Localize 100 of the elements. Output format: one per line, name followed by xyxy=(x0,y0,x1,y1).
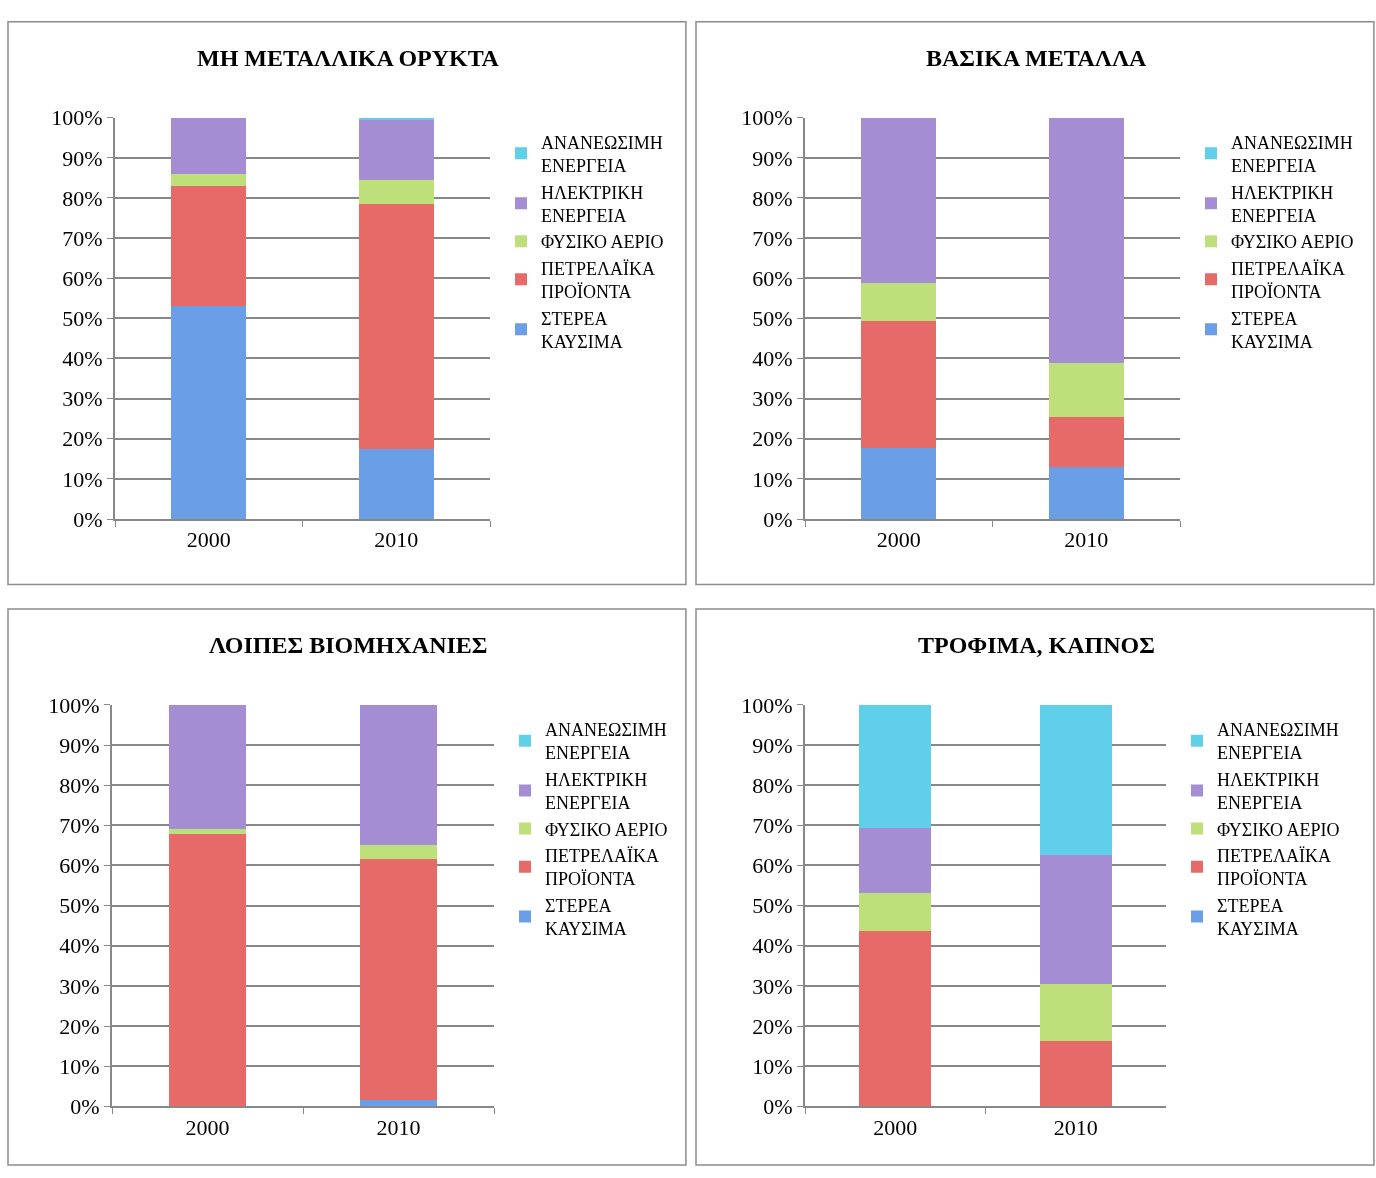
bar xyxy=(861,321,937,448)
y-tick-label: 40% xyxy=(62,346,103,372)
bar xyxy=(358,203,434,449)
legend-label: ΦΥΣΙΚΟ ΑΕΡΙΟ xyxy=(1217,819,1340,840)
bar xyxy=(859,704,932,829)
bar xyxy=(1048,417,1124,468)
y-tick-label: 70% xyxy=(752,225,793,251)
legend-label: ΦΥΣΙΚΟ ΑΕΡΙΟ xyxy=(1231,232,1354,253)
legend-label: ΣΤΕΡΕΑ ΚΑΥΣΙΜΑ xyxy=(541,308,623,352)
y-tick-label: 100% xyxy=(741,692,793,718)
y-tick-label: 60% xyxy=(752,265,793,291)
bar xyxy=(859,892,932,932)
y-tick-label: 10% xyxy=(752,466,793,492)
y-tick-label: 80% xyxy=(752,185,793,211)
y-tick-label: 40% xyxy=(752,346,793,372)
bar xyxy=(358,117,434,120)
chart-title: ΤΡΟΦΙΜΑ, ΚΑΠΝΟΣ xyxy=(918,632,1155,658)
y-tick-label: 20% xyxy=(752,1013,793,1039)
x-tick-label: 2000 xyxy=(185,1114,230,1140)
y-tick-label: 100% xyxy=(741,105,793,131)
bar xyxy=(360,1099,437,1107)
legend-label: ΑΝΑΝΕΩΣΙΜΗ ΕΝΕΡΓΕΙΑ xyxy=(1231,132,1353,177)
y-tick-label: 90% xyxy=(59,732,100,758)
y-tick-label: 70% xyxy=(752,813,793,839)
bar xyxy=(360,845,437,860)
y-tick-label: 10% xyxy=(62,466,103,492)
bar xyxy=(1039,983,1112,1041)
y-tick-label: 100% xyxy=(48,692,100,718)
legend-label: ΑΝΑΝΕΩΣΙΜΗ ΕΝΕΡΓΕΙΑ xyxy=(1217,719,1339,764)
x-tick-label: 2000 xyxy=(876,527,921,553)
x-tick-label: 2010 xyxy=(374,527,419,553)
bar xyxy=(358,179,434,204)
bar xyxy=(859,931,932,1107)
y-tick-label: 20% xyxy=(752,426,793,452)
chart-title: ΛΟΙΠΕΣ ΒΙΟΜΗΧΑΝΙΕΣ xyxy=(209,632,488,658)
legend-label: ΗΛΕΚΤΡΙΚΗ ΕΝΕΡΓΕΙΑ xyxy=(545,769,648,814)
legend-label: ΣΤΕΡΕΑ ΚΑΥΣΙΜΑ xyxy=(545,895,627,940)
x-tick-label: 2010 xyxy=(376,1114,421,1140)
bar xyxy=(861,283,937,322)
bar xyxy=(360,859,437,1100)
y-tick-label: 70% xyxy=(62,225,103,251)
bar xyxy=(861,447,937,520)
legend-label: ΠΕΤΡΕΛΑΪΚΑ ΠΡΟΪΟΝΤΑ xyxy=(541,258,656,303)
bar xyxy=(1039,704,1112,856)
y-tick-label: 80% xyxy=(59,772,100,798)
bar xyxy=(169,828,246,835)
bar xyxy=(358,448,434,520)
bar xyxy=(861,117,937,284)
bar xyxy=(1048,363,1124,418)
legend-label: ΠΕΤΡΕΛΑΪΚΑ ΠΡΟΪΟΝΤΑ xyxy=(1217,845,1332,890)
bar xyxy=(360,704,437,846)
bar xyxy=(171,306,247,520)
y-tick-label: 70% xyxy=(59,813,100,839)
bar xyxy=(169,704,246,829)
y-tick-label: 80% xyxy=(62,185,103,211)
chart-title: ΒΑΣΙΚΑ ΜΕΤΑΛΛΑ xyxy=(926,45,1148,71)
legend-label: ΗΛΕΚΤΡΙΚΗ ΕΝΕΡΓΕΙΑ xyxy=(1217,769,1320,814)
y-tick-label: 10% xyxy=(59,1053,100,1079)
x-tick-label: 2010 xyxy=(1053,1114,1098,1140)
legend-label: ΦΥΣΙΚΟ ΑΕΡΙΟ xyxy=(545,819,668,840)
legend-label: ΑΝΑΝΕΩΣΙΜΗ ΕΝΕΡΓΕΙΑ xyxy=(541,132,663,177)
y-tick-label: 40% xyxy=(752,933,793,959)
y-tick-label: 60% xyxy=(62,265,103,291)
y-tick-label: 0% xyxy=(73,506,103,532)
y-tick-label: 30% xyxy=(752,386,793,412)
bar xyxy=(358,118,434,180)
y-tick-label: 90% xyxy=(62,145,103,171)
y-tick-label: 50% xyxy=(752,893,793,919)
legend-label: ΠΕΤΡΕΛΑΪΚΑ ΠΡΟΪΟΝΤΑ xyxy=(1231,258,1346,303)
y-tick-label: 20% xyxy=(59,1013,100,1039)
y-tick-label: 60% xyxy=(59,853,100,879)
legend-label: ΦΥΣΙΚΟ ΑΕΡΙΟ xyxy=(541,232,664,253)
y-tick-label: 80% xyxy=(752,772,793,798)
y-tick-label: 30% xyxy=(752,973,793,999)
bar xyxy=(171,173,247,186)
legend-label: ΣΤΕΡΕΑ ΚΑΥΣΙΜΑ xyxy=(1217,895,1299,940)
y-tick-label: 90% xyxy=(752,732,793,758)
x-tick-label: 2000 xyxy=(186,527,231,553)
y-tick-label: 50% xyxy=(752,306,793,332)
y-tick-label: 50% xyxy=(62,306,103,332)
bar xyxy=(171,185,247,307)
bar xyxy=(169,834,246,1107)
bar xyxy=(1039,855,1112,984)
y-tick-label: 30% xyxy=(59,973,100,999)
legend-label: ΣΤΕΡΕΑ ΚΑΥΣΙΜΑ xyxy=(1231,308,1313,352)
y-tick-label: 30% xyxy=(62,386,103,412)
y-tick-label: 0% xyxy=(763,1093,793,1119)
y-tick-label: 10% xyxy=(752,1053,793,1079)
bar xyxy=(1048,117,1124,364)
y-tick-label: 90% xyxy=(752,145,793,171)
chart-title: ΜΗ ΜΕΤΑΛΛΙΚΑ ΟΡΥΚΤΑ xyxy=(197,45,500,71)
y-tick-label: 0% xyxy=(70,1093,100,1119)
y-tick-label: 50% xyxy=(59,893,100,919)
x-tick-label: 2010 xyxy=(1064,527,1109,553)
y-tick-label: 20% xyxy=(62,426,103,452)
y-tick-label: 0% xyxy=(763,506,793,532)
legend-label: ΠΕΤΡΕΛΑΪΚΑ ΠΡΟΪΟΝΤΑ xyxy=(545,845,660,890)
y-tick-label: 60% xyxy=(752,853,793,879)
legend-label: ΗΛΕΚΤΡΙΚΗ ΕΝΕΡΓΕΙΑ xyxy=(541,182,644,226)
legend-label: ΑΝΑΝΕΩΣΙΜΗ ΕΝΕΡΓΕΙΑ xyxy=(545,719,667,764)
